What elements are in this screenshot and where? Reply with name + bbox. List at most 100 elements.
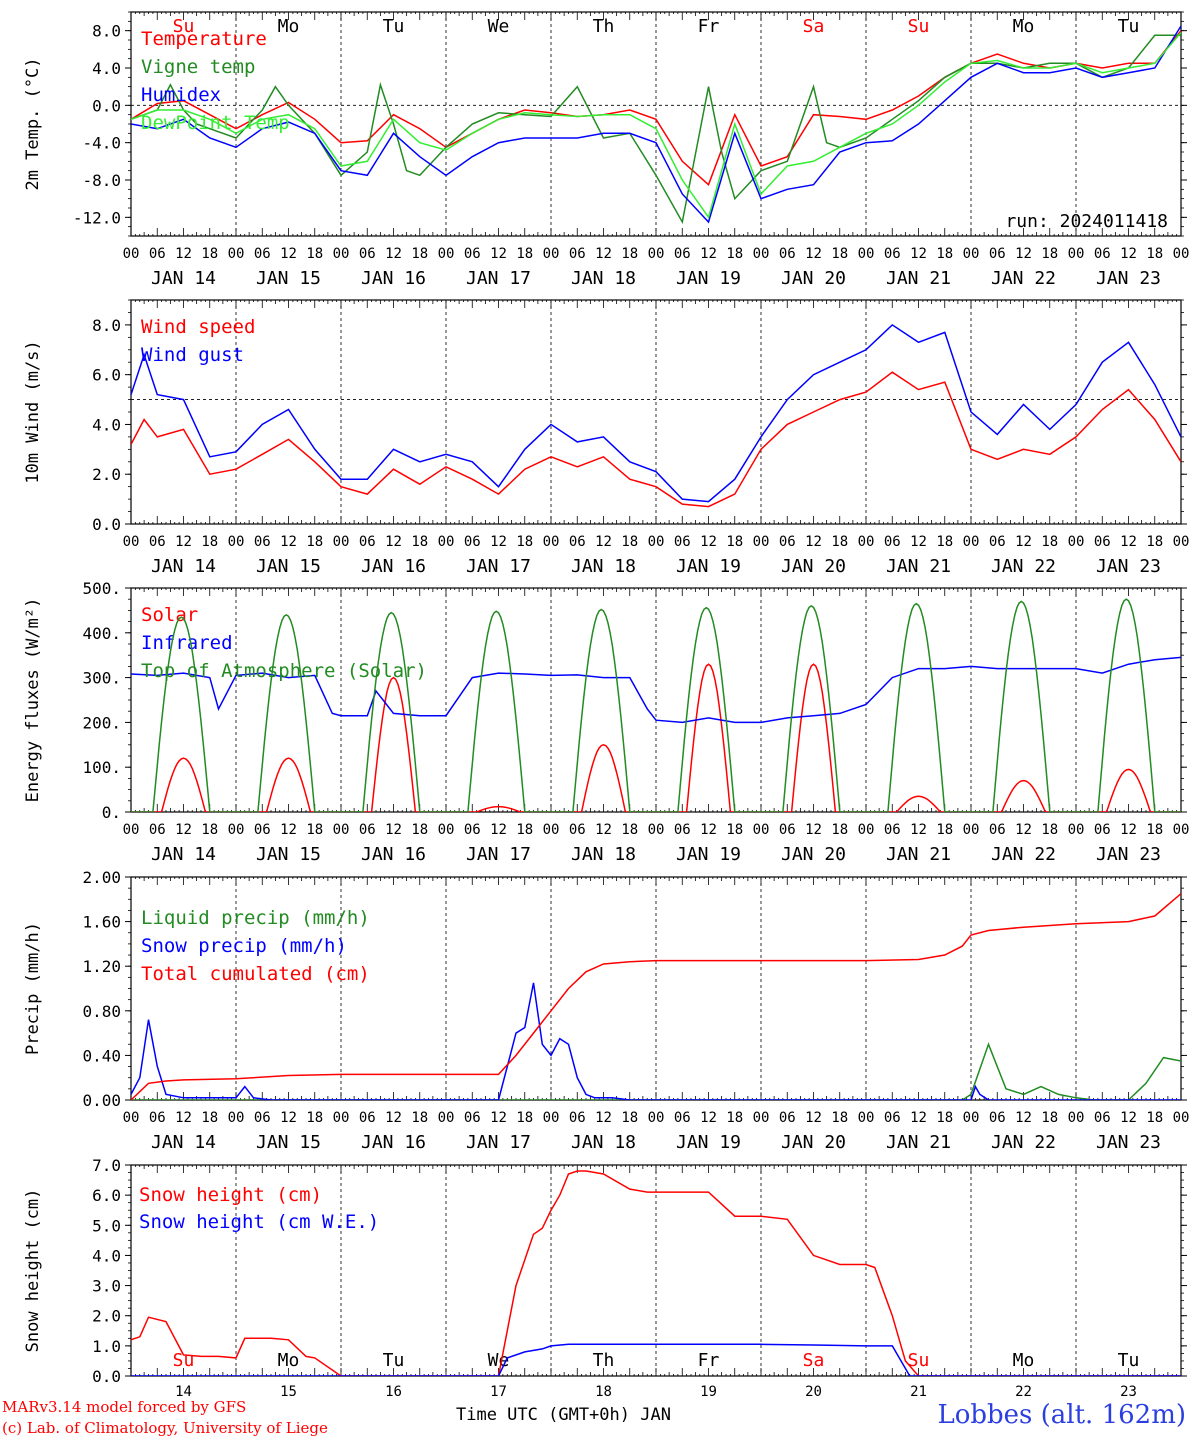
weekday-label: Su <box>173 16 195 37</box>
day-number-label: 18 <box>595 1384 612 1400</box>
x-hour-label: 00 <box>333 1110 350 1126</box>
x-hour-label: 18 <box>201 534 218 550</box>
x-hour-label: 06 <box>569 1110 586 1126</box>
x-hour-label: 18 <box>726 246 743 262</box>
x-hour-label: 00 <box>963 1110 980 1126</box>
x-date-label: JAN 20 <box>781 556 846 577</box>
x-hour-label: 06 <box>884 246 901 262</box>
y-tick-label: -8.0 <box>82 171 121 190</box>
y-tick-label: 1.0 <box>92 1337 121 1356</box>
series-line <box>131 30 1181 186</box>
day-number-label: 14 <box>175 1384 192 1400</box>
x-hour-label: 18 <box>1041 1110 1058 1126</box>
x-date-label: JAN 15 <box>256 844 321 865</box>
x-hour-label: 18 <box>936 534 953 550</box>
y-tick-label: 0. <box>102 803 121 822</box>
y-tick-label: 4.0 <box>92 1246 121 1265</box>
x-hour-label: 18 <box>831 822 848 838</box>
x-date-label: JAN 19 <box>676 556 741 577</box>
x-date-label: JAN 22 <box>991 1132 1056 1153</box>
y-axis-label: Precip (mm/h) <box>23 922 43 1055</box>
x-hour-label: 18 <box>516 534 533 550</box>
y-tick-label: 6.0 <box>92 366 121 385</box>
series-line <box>131 371 1181 508</box>
x-hour-label: 12 <box>490 246 507 262</box>
y-axis-label: Energy fluxes (W/m²) <box>23 598 43 803</box>
x-hour-label: 12 <box>805 822 822 838</box>
x-hour-label: 06 <box>464 822 481 838</box>
x-hour-label: 00 <box>1173 246 1190 262</box>
x-hour-label: 06 <box>359 534 376 550</box>
day-number-label: 16 <box>385 1384 402 1400</box>
x-hour-label: 00 <box>123 822 140 838</box>
x-hour-label: 12 <box>805 534 822 550</box>
x-hour-label: 00 <box>648 1110 665 1126</box>
x-date-label: JAN 20 <box>781 844 846 865</box>
y-tick-label: 8.0 <box>92 316 121 335</box>
x-hour-label: 12 <box>910 822 927 838</box>
day-number-label: 15 <box>280 1384 297 1400</box>
x-date-label: JAN 15 <box>256 1132 321 1153</box>
x-hour-label: 18 <box>1146 1110 1163 1126</box>
x-hour-label: 00 <box>438 822 455 838</box>
x-date-label: JAN 17 <box>466 1132 531 1153</box>
x-date-label: JAN 20 <box>781 268 846 289</box>
x-hour-label: 12 <box>805 246 822 262</box>
x-hour-label: 18 <box>831 246 848 262</box>
x-hour-label: 18 <box>726 822 743 838</box>
x-date-label: JAN 17 <box>466 556 531 577</box>
day-number-label: 17 <box>490 1384 507 1400</box>
x-hour-label: 18 <box>201 822 218 838</box>
weekday-label: Mo <box>278 16 300 37</box>
x-hour-label: 06 <box>254 534 271 550</box>
y-tick-label: 7.0 <box>92 1156 121 1175</box>
x-hour-label: 06 <box>674 246 691 262</box>
x-hour-label: 18 <box>726 534 743 550</box>
y-tick-label: 2.0 <box>92 1307 121 1326</box>
x-hour-label: 12 <box>280 246 297 262</box>
x-hour-label: 06 <box>989 1110 1006 1126</box>
y-tick-label: 3.0 <box>92 1277 121 1296</box>
x-hour-label: 00 <box>753 246 770 262</box>
x-hour-label: 12 <box>595 534 612 550</box>
x-hour-label: 18 <box>1041 534 1058 550</box>
x-hour-label: 06 <box>359 246 376 262</box>
x-hour-label: 18 <box>1041 822 1058 838</box>
x-hour-label: 18 <box>411 822 428 838</box>
weekday-label: Mo <box>1013 16 1035 37</box>
x-hour-label: 00 <box>543 1110 560 1126</box>
day-number-label: 22 <box>1015 1384 1032 1400</box>
x-date-label: JAN 14 <box>151 1132 216 1153</box>
x-hour-label: 00 <box>1173 1110 1190 1126</box>
x-axis-label: Time UTC (GMT+0h) JAN <box>456 1405 671 1425</box>
x-hour-label: 18 <box>306 822 323 838</box>
x-hour-label: 18 <box>306 1110 323 1126</box>
x-hour-label: 18 <box>516 1110 533 1126</box>
legend-entry: Wind speed <box>141 316 255 338</box>
x-hour-label: 18 <box>516 246 533 262</box>
x-date-label: JAN 16 <box>361 844 426 865</box>
x-hour-label: 18 <box>306 534 323 550</box>
x-hour-label: 00 <box>858 246 875 262</box>
x-hour-label: 06 <box>149 534 166 550</box>
y-tick-label: 0.00 <box>82 1091 121 1110</box>
y-tick-label: 1.20 <box>82 957 121 976</box>
y-tick-label: 4.0 <box>92 415 121 434</box>
x-hour-label: 00 <box>1068 534 1085 550</box>
series-line <box>131 32 1181 220</box>
x-hour-label: 06 <box>884 1110 901 1126</box>
panel-1: 8.0 4.0 0.0 -4.0 -8.0 -12.0 2m Temp. (°C) 00 06 1… <box>23 11 1190 289</box>
x-hour-label: 06 <box>989 246 1006 262</box>
x-date-label: JAN 23 <box>1096 268 1161 289</box>
weekday-label: Fr <box>698 1350 720 1371</box>
y-tick-label: 8.0 <box>92 22 121 41</box>
x-hour-label: 18 <box>621 534 638 550</box>
x-hour-label: 06 <box>464 534 481 550</box>
series-line <box>131 1170 1181 1376</box>
x-hour-label: 00 <box>123 246 140 262</box>
x-hour-label: 00 <box>753 534 770 550</box>
weekday-label: Fr <box>698 16 720 37</box>
x-hour-label: 12 <box>700 534 717 550</box>
x-hour-label: 00 <box>228 534 245 550</box>
x-hour-label: 12 <box>805 1110 822 1126</box>
